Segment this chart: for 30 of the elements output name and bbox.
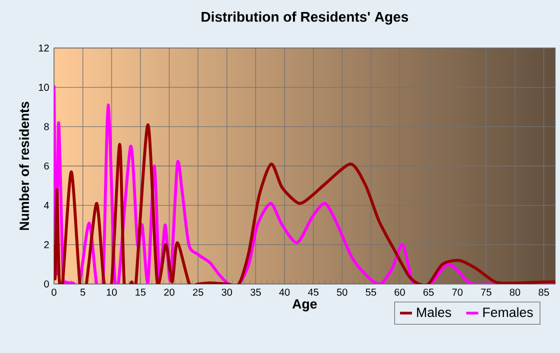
x-tick-label: 75 <box>481 288 492 296</box>
x-axis-title: Age <box>292 299 317 312</box>
y-tick-label: 10 <box>38 84 49 91</box>
x-tick-label: 85 <box>538 288 549 296</box>
x-tick-label: 20 <box>164 288 174 296</box>
x-tick-label: 45 <box>308 288 318 296</box>
legend-label: Females <box>483 307 533 318</box>
x-tick-label: 15 <box>136 288 146 296</box>
x-tick-label: 35 <box>250 288 261 296</box>
x-tick-label: 60 <box>394 288 405 296</box>
chart-title: Distribution of Residents' Ages <box>202 12 408 25</box>
x-tick-label: 50 <box>336 288 348 296</box>
y-tick-label: 2 <box>44 241 49 248</box>
y-tick-label: 12 <box>38 44 49 52</box>
x-tick-label: 40 <box>279 288 290 296</box>
x-tick-label: 25 <box>193 288 204 296</box>
x-tick-label: 55 <box>366 288 376 296</box>
x-tick-label: 10 <box>106 288 117 296</box>
y-tick-label: 4 <box>44 202 50 209</box>
y-tick-label: 6 <box>44 162 49 170</box>
y-axis-title: Number of residents <box>19 102 30 230</box>
x-tick-label: 5 <box>80 288 86 296</box>
y-tick-label: 8 <box>44 123 49 130</box>
x-tick-label: 80 <box>510 288 520 296</box>
x-tick-label: 65 <box>423 288 434 296</box>
x-tick-label: 70 <box>452 288 463 296</box>
x-tick-label: 0 <box>52 288 56 296</box>
legend-label: Males <box>417 307 452 318</box>
x-tick-label: 30 <box>222 288 232 296</box>
y-tick-label: 0 <box>44 280 49 288</box>
